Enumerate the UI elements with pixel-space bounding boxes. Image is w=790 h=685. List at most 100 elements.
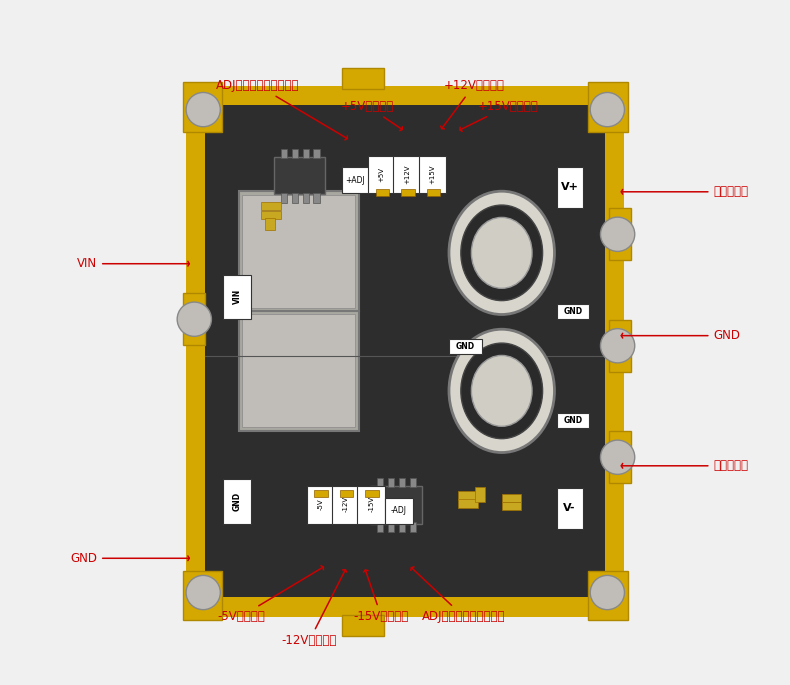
Bar bbox=[186, 86, 205, 616]
Bar bbox=[239, 311, 359, 431]
Bar bbox=[239, 191, 359, 311]
Circle shape bbox=[177, 302, 212, 336]
Ellipse shape bbox=[449, 329, 555, 453]
Circle shape bbox=[186, 92, 220, 127]
Circle shape bbox=[600, 440, 634, 474]
Text: -5V: -5V bbox=[318, 499, 323, 510]
Circle shape bbox=[600, 329, 634, 363]
Bar bbox=[186, 86, 624, 105]
Text: +12V: +12V bbox=[404, 164, 410, 184]
Bar bbox=[365, 490, 379, 497]
Text: -15V: -15V bbox=[368, 497, 374, 512]
Bar bbox=[371, 486, 422, 523]
Bar bbox=[274, 157, 325, 195]
Bar bbox=[224, 275, 250, 319]
Bar bbox=[401, 189, 415, 196]
Text: +5V输出控制: +5V输出控制 bbox=[341, 100, 402, 131]
Circle shape bbox=[600, 217, 634, 251]
Bar bbox=[399, 522, 405, 532]
Bar bbox=[609, 432, 631, 484]
Text: GND: GND bbox=[621, 329, 740, 342]
Text: GND: GND bbox=[456, 342, 475, 351]
Bar bbox=[410, 522, 416, 532]
Bar bbox=[314, 193, 320, 203]
Bar bbox=[609, 320, 631, 372]
Circle shape bbox=[590, 92, 624, 127]
Text: V-: V- bbox=[563, 503, 576, 513]
Text: +15V输出控制: +15V输出控制 bbox=[460, 100, 539, 132]
Bar bbox=[458, 492, 479, 500]
Text: -12V: -12V bbox=[343, 497, 348, 512]
Bar bbox=[399, 477, 405, 487]
Bar bbox=[314, 149, 320, 158]
Text: +15V: +15V bbox=[430, 164, 435, 184]
Bar bbox=[342, 167, 369, 193]
Text: GND: GND bbox=[232, 491, 242, 510]
Text: -12V输出控制: -12V输出控制 bbox=[282, 570, 347, 647]
Bar bbox=[182, 293, 205, 345]
Bar bbox=[609, 208, 631, 260]
Ellipse shape bbox=[461, 205, 543, 301]
Bar bbox=[261, 211, 281, 219]
Bar bbox=[303, 193, 309, 203]
Text: ADJ可调输出预留电阔位: ADJ可调输出预留电阔位 bbox=[216, 79, 348, 140]
Ellipse shape bbox=[461, 343, 543, 438]
Bar bbox=[340, 490, 353, 497]
Text: 负电压输出: 负电压输出 bbox=[621, 460, 749, 472]
Bar bbox=[292, 193, 298, 203]
Bar bbox=[186, 597, 624, 617]
Bar bbox=[224, 479, 250, 523]
Bar bbox=[342, 68, 384, 89]
Text: VIN: VIN bbox=[232, 289, 242, 304]
Bar bbox=[502, 502, 521, 510]
Bar bbox=[280, 193, 287, 203]
Bar bbox=[376, 189, 389, 196]
Bar bbox=[358, 486, 385, 523]
Circle shape bbox=[186, 575, 220, 610]
Text: -15V输出控制: -15V输出控制 bbox=[354, 570, 409, 623]
Bar bbox=[242, 314, 356, 427]
Bar bbox=[476, 487, 485, 502]
Bar bbox=[242, 195, 356, 308]
Bar bbox=[186, 86, 624, 616]
Bar bbox=[410, 477, 416, 487]
Text: ADJ可调输出预留电阔位: ADJ可调输出预留电阔位 bbox=[411, 567, 506, 623]
Bar bbox=[292, 149, 298, 158]
Bar bbox=[377, 522, 383, 532]
Bar bbox=[393, 155, 421, 193]
Bar bbox=[388, 522, 394, 532]
Text: +ADJ: +ADJ bbox=[345, 176, 365, 185]
Bar bbox=[556, 488, 582, 529]
Bar bbox=[458, 499, 479, 508]
Bar bbox=[307, 486, 334, 523]
Bar bbox=[332, 486, 359, 523]
Ellipse shape bbox=[449, 191, 555, 314]
Bar bbox=[368, 155, 396, 193]
Text: GND: GND bbox=[563, 307, 582, 316]
Text: V+: V+ bbox=[561, 182, 578, 192]
Bar bbox=[265, 218, 275, 230]
Text: -ADJ: -ADJ bbox=[391, 506, 407, 515]
Bar bbox=[449, 338, 482, 353]
Bar bbox=[427, 189, 440, 196]
Bar bbox=[589, 571, 628, 620]
Bar bbox=[182, 571, 222, 620]
Ellipse shape bbox=[472, 217, 532, 288]
Text: -5V输出控制: -5V输出控制 bbox=[217, 566, 323, 623]
Ellipse shape bbox=[472, 356, 532, 426]
Bar bbox=[377, 477, 383, 487]
Bar bbox=[314, 490, 328, 497]
Text: +12V输出控制: +12V输出控制 bbox=[441, 79, 504, 129]
Bar bbox=[280, 149, 287, 158]
Bar bbox=[342, 615, 384, 636]
Bar bbox=[419, 155, 446, 193]
Bar bbox=[589, 82, 628, 132]
Bar bbox=[556, 304, 589, 319]
Bar bbox=[261, 202, 281, 210]
Circle shape bbox=[590, 575, 624, 610]
Bar bbox=[502, 494, 521, 502]
Text: 正电压输出: 正电压输出 bbox=[621, 186, 749, 198]
Text: GND: GND bbox=[563, 416, 582, 425]
Bar bbox=[388, 477, 394, 487]
Bar bbox=[385, 497, 412, 523]
